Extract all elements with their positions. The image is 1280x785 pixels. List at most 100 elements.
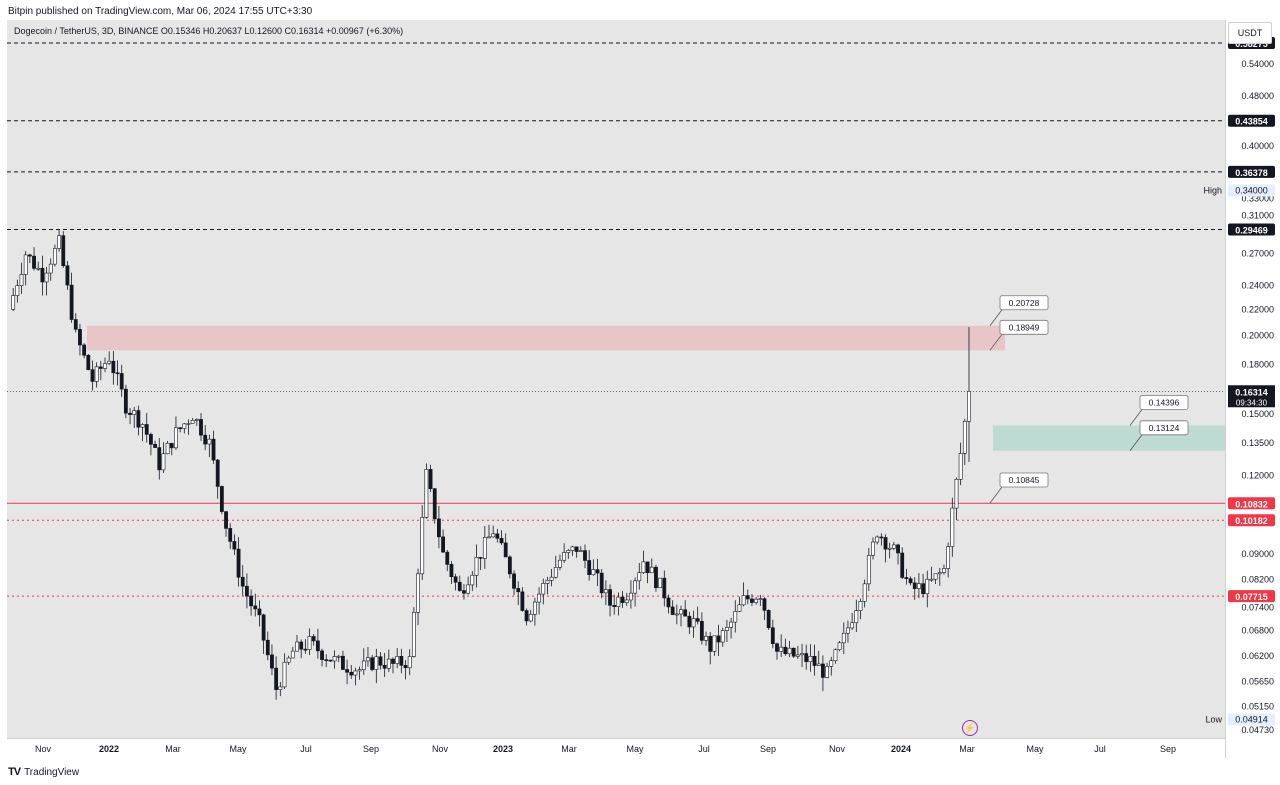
candle-body <box>704 636 708 641</box>
candle <box>249 589 253 616</box>
candle-body <box>524 610 529 622</box>
candle-body <box>36 267 41 270</box>
candle-body <box>741 595 746 606</box>
candle-body <box>332 656 337 662</box>
candle-body <box>207 438 212 445</box>
candle-body <box>86 354 91 371</box>
candle <box>578 546 583 552</box>
candle-body <box>437 518 441 538</box>
candle <box>144 412 149 443</box>
x-tick-label: Nov <box>432 744 449 754</box>
candle <box>603 580 608 605</box>
candle-body <box>211 438 216 461</box>
level-tag-text: 0.07715 <box>1235 592 1268 602</box>
time-axis[interactable]: Nov 2022 Mar May Jul Sep Nov 2023 Mar May Jul Sep No… <box>7 738 1225 759</box>
candle <box>123 384 128 419</box>
candle <box>320 648 324 667</box>
low-value: 0.04914 <box>1235 715 1268 725</box>
candle <box>23 251 28 286</box>
candle <box>712 635 717 656</box>
candle-body <box>98 366 103 369</box>
callout-0.18949: 0.18949 <box>989 319 1049 351</box>
candle-body <box>800 653 804 656</box>
candle-body <box>270 654 274 669</box>
candle <box>261 613 266 654</box>
candle-body <box>315 640 320 652</box>
candle-body <box>574 546 579 552</box>
candle-body <box>236 548 241 578</box>
chart-pane[interactable]: High Low 0.20728 0.18949 0.14396 0.13124 0.108… <box>7 20 1225 738</box>
candle-body <box>282 661 287 688</box>
candle-body <box>94 366 99 382</box>
candle <box>203 424 208 451</box>
candle-body <box>123 388 128 414</box>
candle <box>445 549 450 572</box>
candle-body <box>545 579 550 584</box>
candle-body <box>520 591 525 611</box>
candle-body <box>53 248 57 265</box>
candle-body <box>115 372 120 375</box>
candle-body <box>453 576 458 583</box>
candle <box>599 568 604 599</box>
price-chart[interactable]: High Low 0.20728 0.18949 0.14396 0.13124 0.108… <box>7 20 1225 738</box>
candle <box>641 550 646 574</box>
symbol-info: Dogecoin / TetherUS, 3D, BINANCE O0.1534… <box>14 26 404 36</box>
candle <box>862 579 867 608</box>
callout-leader <box>1129 434 1143 452</box>
candle <box>349 665 354 679</box>
candle-body <box>912 582 917 589</box>
candle <box>270 644 274 676</box>
candle <box>437 505 441 549</box>
candle-body <box>512 573 516 589</box>
candle-body <box>19 274 24 286</box>
current-price-value: 0.16314 <box>1235 387 1268 397</box>
candle <box>307 628 312 656</box>
lightning-icon[interactable]: ⚡ <box>962 720 978 736</box>
candle-body <box>516 588 521 593</box>
support-zone <box>993 425 1225 451</box>
candle-body <box>457 581 462 591</box>
callout-leader <box>989 309 1003 326</box>
candle <box>649 558 654 574</box>
candle <box>399 648 404 674</box>
candle-body <box>345 669 349 673</box>
y-tick-label: 0.22000 <box>1241 304 1274 314</box>
currency-button[interactable]: USDT <box>1228 22 1272 44</box>
candle <box>762 597 767 620</box>
candle <box>758 594 763 606</box>
level-tag-bg <box>1228 114 1275 127</box>
candle-body <box>73 319 78 330</box>
candle <box>779 634 784 657</box>
candle <box>750 594 754 606</box>
candle-body <box>224 511 228 529</box>
candle-body <box>620 596 625 603</box>
candle <box>391 657 395 674</box>
candle <box>128 407 132 425</box>
tradingview-footer[interactable]: TV TradingView <box>8 766 79 778</box>
candle-body <box>136 410 141 428</box>
candle <box>791 647 796 658</box>
candle-body <box>645 561 650 574</box>
price-axis[interactable]: 0.582750.438540.363780.294690.108320.101… <box>1225 20 1280 758</box>
candle-body <box>420 517 425 575</box>
callout-label: 0.14396 <box>1149 397 1180 407</box>
candle-body <box>762 598 767 611</box>
candle <box>161 442 166 474</box>
candle <box>695 606 700 625</box>
y-tick-label: 0.20000 <box>1241 331 1274 341</box>
candles-layer <box>11 229 971 700</box>
callout-label: 0.13124 <box>1149 423 1180 433</box>
candle-body <box>341 655 345 670</box>
candle <box>829 656 834 676</box>
candle-body <box>958 453 963 480</box>
y-tick-label: 0.33000 <box>1241 194 1274 204</box>
candle-body <box>629 592 633 601</box>
candle-body <box>11 295 16 310</box>
candle-body <box>758 598 763 600</box>
candle-body <box>353 670 358 676</box>
candle-body <box>720 630 725 643</box>
callout-box <box>1139 395 1189 410</box>
candle-body <box>896 544 900 554</box>
candle-body <box>441 536 445 553</box>
candle <box>942 564 946 575</box>
